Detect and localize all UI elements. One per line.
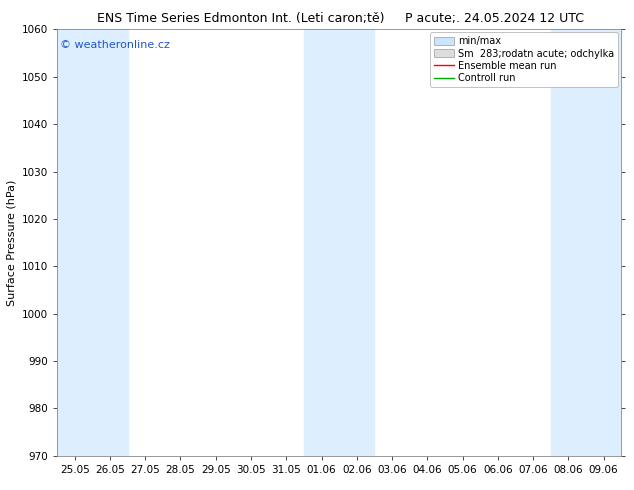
Bar — [93, 29, 127, 456]
Text: P acute;. 24.05.2024 12 UTC: P acute;. 24.05.2024 12 UTC — [405, 12, 584, 25]
Bar — [57, 29, 93, 456]
Bar — [304, 29, 339, 456]
Text: © weatheronline.cz: © weatheronline.cz — [60, 40, 170, 50]
Text: ENS Time Series Edmonton Int. (Leti caron;tě): ENS Time Series Edmonton Int. (Leti caro… — [97, 12, 385, 25]
Bar — [339, 29, 375, 456]
Bar — [586, 29, 621, 456]
Y-axis label: Surface Pressure (hPa): Surface Pressure (hPa) — [6, 179, 16, 306]
Legend: min/max, Sm  283;rodatn acute; odchylka, Ensemble mean run, Controll run: min/max, Sm 283;rodatn acute; odchylka, … — [430, 32, 618, 87]
Bar — [551, 29, 586, 456]
